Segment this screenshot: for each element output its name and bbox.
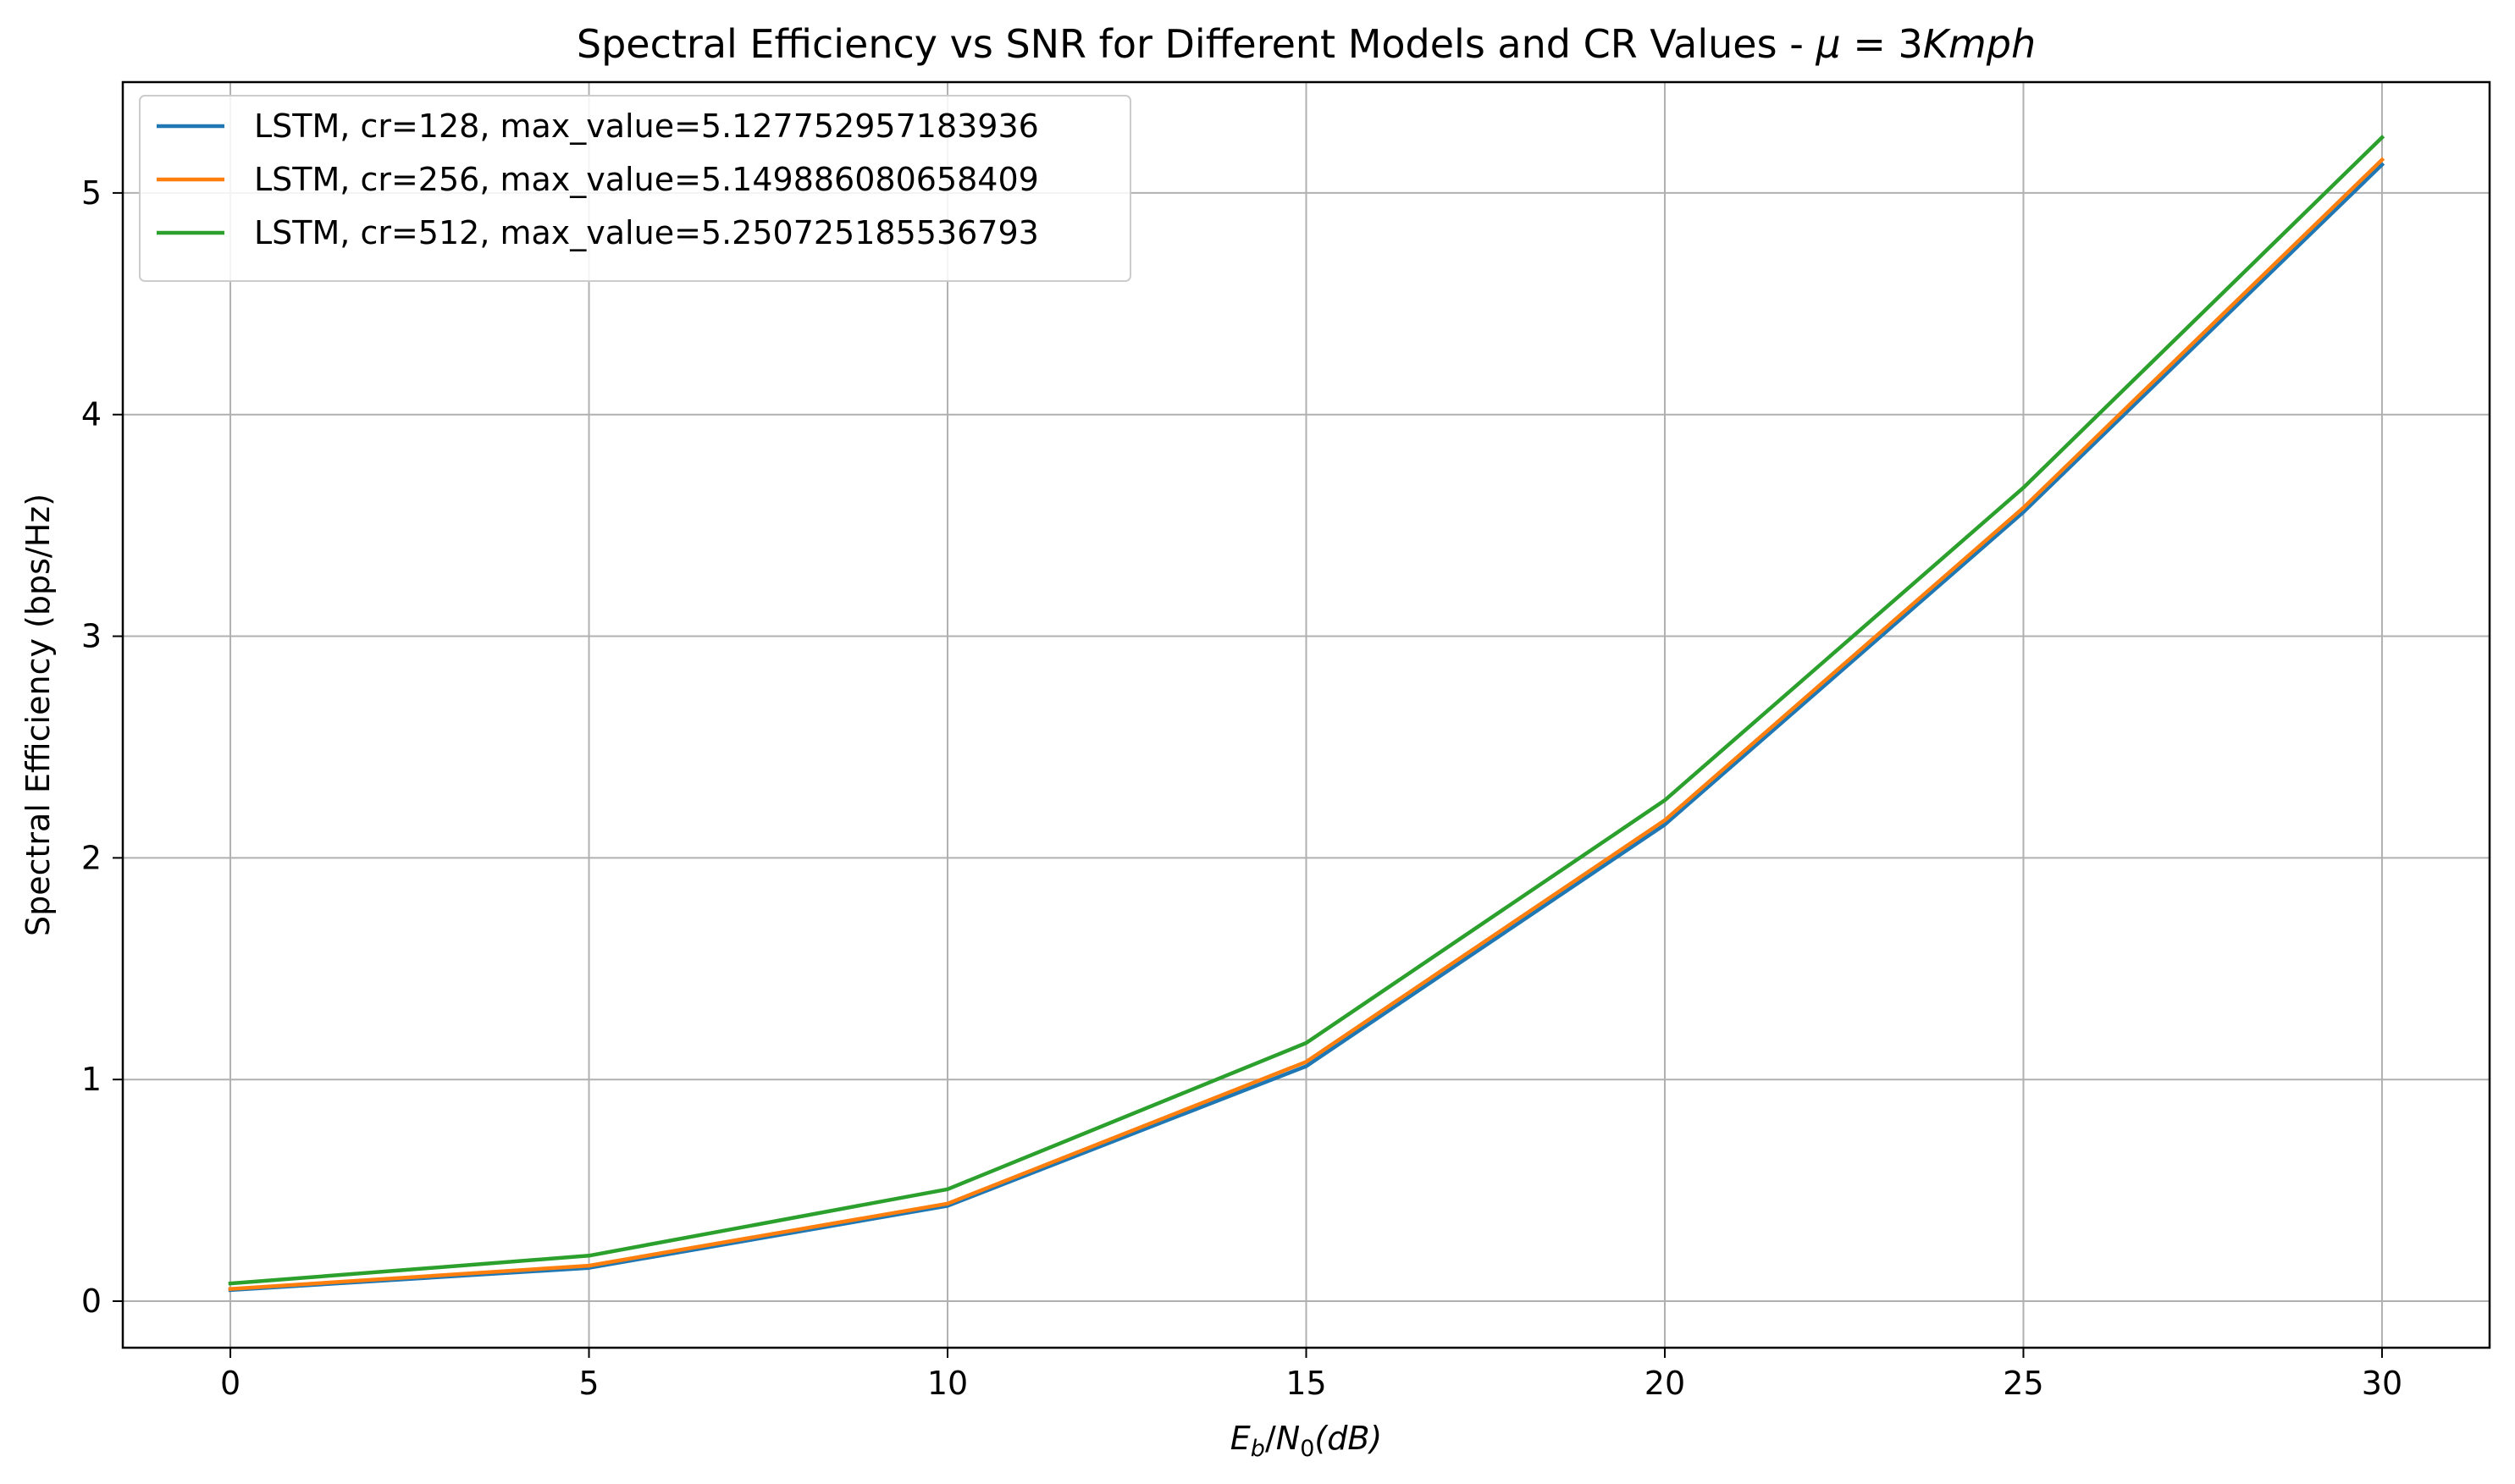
y-axis-label: Spectral Efficiency (bps/Hz)	[19, 494, 57, 936]
legend-label-2: LSTM, cr=256, max_value=5.14988608065840…	[254, 161, 1039, 198]
x-tick-label: 0	[220, 1365, 240, 1402]
y-tick-label: 5	[81, 174, 102, 212]
x-axis-label-sub-b: b	[1251, 1436, 1265, 1462]
y-tick-label: 2	[81, 839, 102, 876]
chart-title-unit: Kmph	[1923, 21, 2036, 67]
x-axis-label: Eb/N0(dB)	[1230, 1420, 1382, 1462]
legend-label-3: LSTM, cr=512, max_value=5.25072518553679…	[254, 214, 1039, 251]
x-tick-label: 20	[1644, 1365, 1685, 1402]
series-line-2	[228, 157, 2385, 1291]
y-tick-label: 1	[81, 1061, 102, 1098]
x-axis-label-unit: (dB)	[1314, 1420, 1382, 1457]
x-tick-label: 30	[2362, 1365, 2402, 1402]
chart-title: Spectral Efficiency vs SNR for Different…	[577, 21, 2036, 67]
x-axis-label-sub-0: 0	[1300, 1436, 1314, 1462]
legend-box	[139, 95, 1131, 282]
y-tick-label: 3	[81, 618, 102, 655]
series-lines	[228, 135, 2385, 1293]
legend-items: LSTM, cr=128, max_value=5.12775295718393…	[157, 108, 1039, 251]
x-tick-label: 15	[1285, 1365, 1326, 1402]
axis-ticks: 0 5 10 15 20 25 30 0 1 2 3 4 5	[81, 174, 2402, 1402]
chart-title-text: Spectral Efficiency vs SNR for Different…	[577, 21, 1816, 67]
grid-lines	[123, 82, 2490, 1348]
series-line-1	[228, 162, 2385, 1293]
chart-title-eq: = 3	[1841, 21, 1923, 67]
y-tick-label: 4	[81, 396, 102, 433]
x-axis-label-e: E	[1230, 1420, 1251, 1457]
x-axis-label-n: N	[1276, 1420, 1300, 1457]
y-tick-label: 0	[81, 1283, 102, 1320]
series-line-3	[228, 135, 2385, 1286]
x-tick-label: 10	[927, 1365, 968, 1402]
legend-label-1: LSTM, cr=128, max_value=5.12775295718393…	[254, 108, 1039, 145]
x-tick-label: 5	[578, 1365, 599, 1402]
legend: LSTM, cr=128, max_value=5.12775295718393…	[139, 95, 1131, 282]
x-tick-label: 25	[2003, 1365, 2043, 1402]
chart-title-mu: μ	[1815, 21, 1840, 67]
x-axis-label-slash: /	[1265, 1420, 1276, 1457]
